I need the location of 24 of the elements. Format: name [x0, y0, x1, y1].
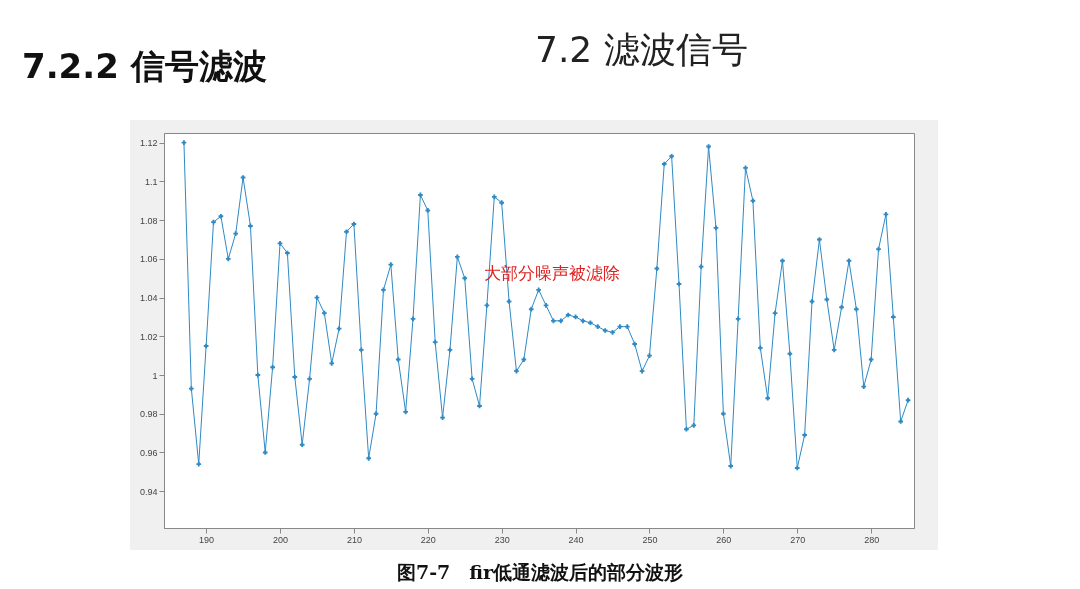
y-tick-label: 1.08	[139, 215, 158, 226]
x-tick-label: 280	[864, 534, 880, 545]
y-tick-label: 1.06	[139, 254, 158, 265]
chart-title: 7.2.2 信号滤波	[22, 45, 267, 88]
x-tick-label: 240	[568, 534, 584, 545]
x-tick-label: 210	[346, 534, 362, 545]
y-tick-label: 1.04	[139, 293, 158, 304]
caption: 图7-7 fir低通滤波后的部分波形	[395, 560, 685, 585]
y-tick-label: 0.96	[139, 447, 158, 458]
y-tick-label: 1.02	[139, 331, 158, 342]
x-tick-label: 190	[199, 534, 215, 545]
x-tick-label: 220	[420, 534, 436, 545]
x-tick-label: 200	[272, 534, 289, 545]
chart-subtitle: 7.2 滤波信号	[535, 28, 748, 72]
x-tick-label: 270	[790, 534, 806, 545]
y-tick-label: 0.98	[139, 409, 158, 420]
x-tick-label: 250	[642, 534, 658, 545]
y-tick-label: 1.1	[144, 176, 158, 187]
annotation: 大部分噪声被滤除	[484, 262, 620, 285]
y-tick-label: 0.94	[139, 486, 158, 497]
x-tick-label: 260	[716, 534, 732, 545]
y-tick-label: 1.12	[139, 138, 158, 149]
y-tick-label: 1	[152, 370, 158, 381]
x-tick-label: 230	[494, 534, 510, 545]
